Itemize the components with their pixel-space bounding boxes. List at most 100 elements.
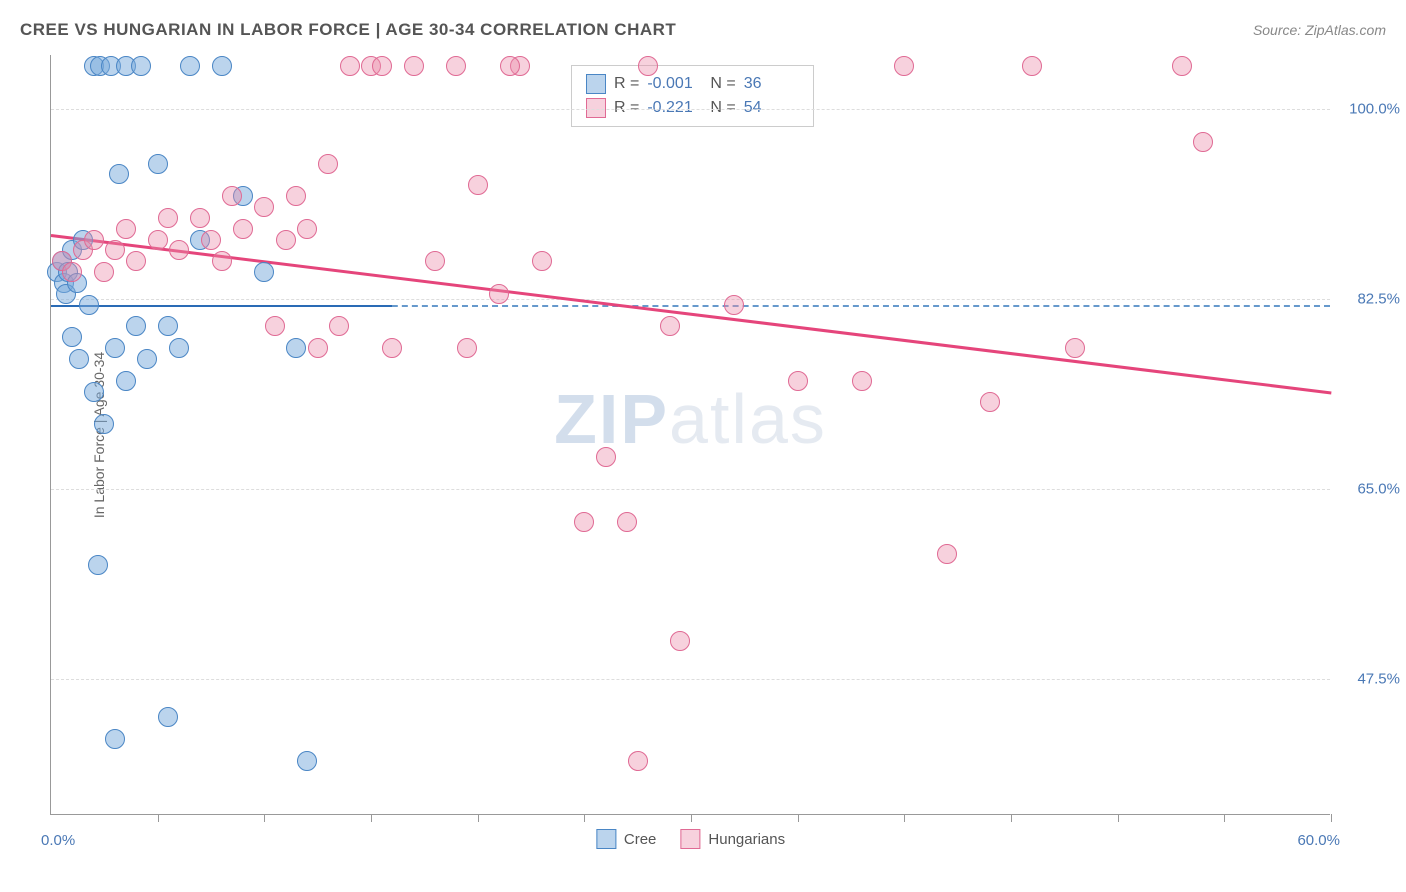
data-point bbox=[116, 219, 136, 239]
x-tick bbox=[264, 814, 265, 822]
data-point bbox=[105, 338, 125, 358]
gridline-h bbox=[51, 299, 1330, 300]
data-point bbox=[109, 164, 129, 184]
data-point bbox=[1065, 338, 1085, 358]
data-point bbox=[158, 316, 178, 336]
data-point bbox=[201, 230, 221, 250]
chart-header: CREE VS HUNGARIAN IN LABOR FORCE | AGE 3… bbox=[20, 20, 1386, 40]
data-point bbox=[1193, 132, 1213, 152]
data-point bbox=[340, 56, 360, 76]
data-point bbox=[212, 251, 232, 271]
data-point bbox=[158, 208, 178, 228]
data-point bbox=[222, 186, 242, 206]
data-point bbox=[158, 707, 178, 727]
x-tick bbox=[691, 814, 692, 822]
gridline-h bbox=[51, 109, 1330, 110]
data-point bbox=[308, 338, 328, 358]
data-point bbox=[500, 56, 520, 76]
x-axis-max-label: 60.0% bbox=[1297, 832, 1340, 849]
data-point bbox=[457, 338, 477, 358]
y-axis-title: In Labor Force | Age 30-34 bbox=[91, 351, 107, 517]
y-tick-label: 100.0% bbox=[1340, 101, 1400, 118]
data-point bbox=[105, 729, 125, 749]
data-point bbox=[62, 327, 82, 347]
legend-label: Cree bbox=[624, 831, 657, 848]
data-point bbox=[1172, 56, 1192, 76]
data-point bbox=[446, 56, 466, 76]
data-point bbox=[318, 154, 338, 174]
data-point bbox=[126, 316, 146, 336]
data-point bbox=[937, 544, 957, 564]
data-point bbox=[116, 371, 136, 391]
x-tick bbox=[1331, 814, 1332, 822]
data-point bbox=[297, 751, 317, 771]
data-point bbox=[254, 262, 274, 282]
r-label: R = bbox=[614, 99, 639, 117]
data-point bbox=[69, 349, 89, 369]
x-tick bbox=[478, 814, 479, 822]
gridline-h bbox=[51, 679, 1330, 680]
n-label: N = bbox=[710, 99, 735, 117]
data-point bbox=[286, 338, 306, 358]
x-tick bbox=[1224, 814, 1225, 822]
n-value: 54 bbox=[744, 99, 799, 117]
data-point bbox=[276, 230, 296, 250]
data-point bbox=[724, 295, 744, 315]
x-tick bbox=[798, 814, 799, 822]
data-point bbox=[126, 251, 146, 271]
data-point bbox=[212, 56, 232, 76]
data-point bbox=[532, 251, 552, 271]
y-tick-label: 65.0% bbox=[1340, 481, 1400, 498]
data-point bbox=[84, 382, 104, 402]
n-label: N = bbox=[710, 75, 735, 93]
data-point bbox=[660, 316, 680, 336]
data-point bbox=[190, 208, 210, 228]
x-tick bbox=[1118, 814, 1119, 822]
chart-title: CREE VS HUNGARIAN IN LABOR FORCE | AGE 3… bbox=[20, 20, 676, 40]
data-point bbox=[852, 371, 872, 391]
data-point bbox=[894, 56, 914, 76]
data-point bbox=[404, 56, 424, 76]
stats-row: R = -0.221 N = 54 bbox=[586, 96, 799, 120]
r-value: -0.221 bbox=[647, 99, 702, 117]
data-point bbox=[131, 56, 151, 76]
x-tick bbox=[1011, 814, 1012, 822]
data-point bbox=[233, 219, 253, 239]
chart-legend: Cree Hungarians bbox=[596, 829, 785, 849]
data-point bbox=[372, 56, 392, 76]
data-point bbox=[62, 262, 82, 282]
data-point bbox=[169, 338, 189, 358]
data-point bbox=[382, 338, 402, 358]
data-point bbox=[148, 230, 168, 250]
data-point bbox=[1022, 56, 1042, 76]
legend-swatch bbox=[596, 829, 616, 849]
trend-line bbox=[51, 305, 392, 308]
watermark: ZIPatlas bbox=[554, 379, 827, 459]
data-point bbox=[180, 56, 200, 76]
n-value: 36 bbox=[744, 75, 799, 93]
trend-line bbox=[51, 234, 1331, 394]
data-point bbox=[596, 447, 616, 467]
data-point bbox=[468, 175, 488, 195]
data-point bbox=[94, 262, 114, 282]
data-point bbox=[105, 240, 125, 260]
data-point bbox=[137, 349, 157, 369]
x-tick bbox=[158, 814, 159, 822]
watermark-zip: ZIP bbox=[554, 380, 669, 458]
data-point bbox=[788, 371, 808, 391]
gridline-h bbox=[51, 489, 1330, 490]
data-point bbox=[617, 512, 637, 532]
data-point bbox=[286, 186, 306, 206]
correlation-stats-box: R = -0.001 N = 36 R = -0.221 N = 54 bbox=[571, 65, 814, 127]
data-point bbox=[638, 56, 658, 76]
data-point bbox=[148, 154, 168, 174]
data-point bbox=[84, 230, 104, 250]
data-point bbox=[489, 284, 509, 304]
legend-item: Hungarians bbox=[680, 829, 785, 849]
r-value: -0.001 bbox=[647, 75, 702, 93]
y-tick-label: 82.5% bbox=[1340, 291, 1400, 308]
data-point bbox=[88, 555, 108, 575]
scatter-chart: ZIPatlas In Labor Force | Age 30-34 0.0%… bbox=[50, 55, 1330, 815]
stats-row: R =-0.001N =36 bbox=[586, 72, 799, 96]
series-swatch bbox=[586, 74, 606, 94]
